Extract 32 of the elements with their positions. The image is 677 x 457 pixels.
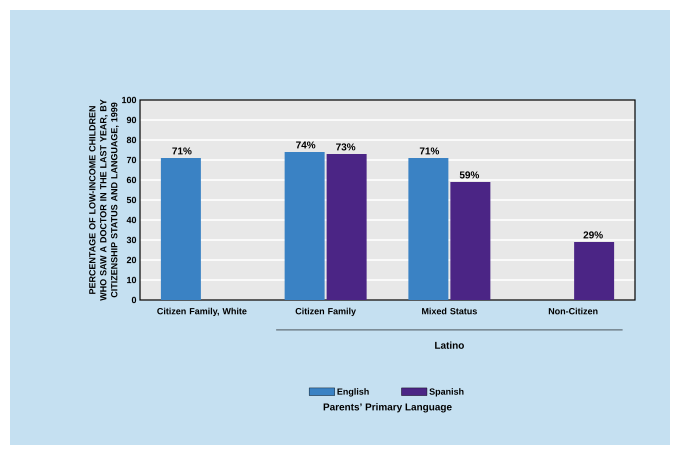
bar — [160, 158, 201, 300]
bar — [574, 242, 614, 300]
legend-title: Parents’ Primary Language — [324, 403, 452, 412]
bar — [326, 154, 367, 300]
data-label: 73% — [336, 143, 356, 150]
data-label: 74% — [296, 141, 316, 148]
data-label: 71% — [420, 147, 440, 154]
y-tick-label: 90 — [126, 116, 136, 124]
y-tick-label: 50 — [126, 196, 136, 204]
x-tick-label: Non-Citizen — [548, 308, 598, 314]
y-tick-label: 80 — [126, 136, 136, 144]
data-label: 59% — [460, 171, 480, 178]
x-tick-label: Citizen Family — [296, 308, 356, 316]
y-tick-label: 70 — [126, 156, 136, 164]
y-tick-label: 60 — [126, 176, 136, 184]
legend-label: English — [337, 388, 369, 397]
y-tick-label: 100 — [122, 96, 136, 104]
y-tick-label: 10 — [127, 276, 136, 284]
data-label: 71% — [172, 147, 192, 154]
data-label: 29% — [584, 231, 603, 238]
text: Latino — [435, 342, 464, 349]
y-tick-label: 0 — [132, 296, 136, 304]
y-axis-title: PERCENTAGE OF LOW-INCOME CHILDREN WHO SAW A DOCTOR IN THE LAST YEAR, BY CITIZENSHIP STATUS AND LANGUAGE, 1999 — [89, 99, 119, 301]
y-tick-label: 40 — [126, 216, 136, 224]
x-tick-label: Citizen Family, White — [157, 308, 247, 316]
legend-label: Spanish — [429, 388, 464, 397]
bar — [408, 158, 448, 300]
bar — [450, 182, 490, 300]
y-tick-label: 20 — [126, 256, 136, 264]
x-tick-label: Mixed Status — [422, 308, 477, 314]
bar — [284, 152, 325, 300]
y-tick-label: 30 — [126, 236, 136, 244]
